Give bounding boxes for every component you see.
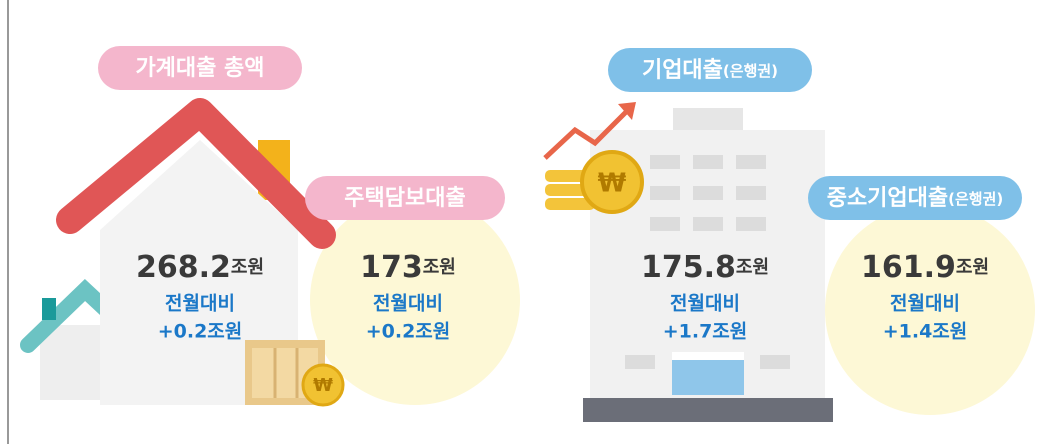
- value-unit: 조원: [736, 257, 769, 278]
- value: 268.2조원: [136, 250, 264, 285]
- change: +1.7조원: [663, 321, 748, 343]
- coin-arrow: ₩: [543, 102, 644, 214]
- value-unit: 조원: [956, 257, 989, 278]
- label: 주택담보대출: [344, 186, 465, 211]
- value: 161.9조원: [861, 250, 989, 285]
- label-note: (은행권): [948, 190, 1003, 208]
- value-number: 173: [360, 250, 423, 285]
- value-number: 268.2: [136, 250, 231, 285]
- change-label: 전월대비: [670, 293, 740, 315]
- label-text: 중소기업대출: [827, 186, 948, 211]
- value-number: 161.9: [861, 250, 956, 285]
- label-note: (은행권): [723, 62, 778, 80]
- label-pill: [305, 176, 505, 220]
- label-pill: [608, 48, 812, 92]
- change: +1.4조원: [883, 321, 968, 343]
- circle-bg: [310, 195, 520, 405]
- label: 가계대출 총액: [135, 56, 264, 81]
- circle-bg: [825, 205, 1035, 415]
- change-label: 전월대비: [373, 293, 443, 315]
- change: +0.2조원: [158, 321, 243, 343]
- change: +0.2조원: [366, 321, 451, 343]
- svg-text:₩: ₩: [598, 169, 627, 199]
- value-number: 175.8: [641, 250, 736, 285]
- label-pill: [808, 176, 1022, 220]
- house: [56, 98, 336, 405]
- label-pill: [98, 46, 302, 90]
- box-coin: ₩: [245, 340, 345, 407]
- value: 173조원: [360, 250, 456, 285]
- svg-text:₩: ₩: [313, 375, 333, 396]
- change-label: 전월대비: [890, 293, 960, 315]
- label: 기업대출(은행권): [642, 58, 778, 83]
- value-unit: 조원: [423, 257, 456, 278]
- label-text: 기업대출: [642, 58, 723, 83]
- label: 중소기업대출(은행권): [827, 186, 1004, 211]
- value-unit: 조원: [231, 257, 264, 278]
- value: 175.8조원: [641, 250, 769, 285]
- change-label: 전월대비: [165, 293, 235, 315]
